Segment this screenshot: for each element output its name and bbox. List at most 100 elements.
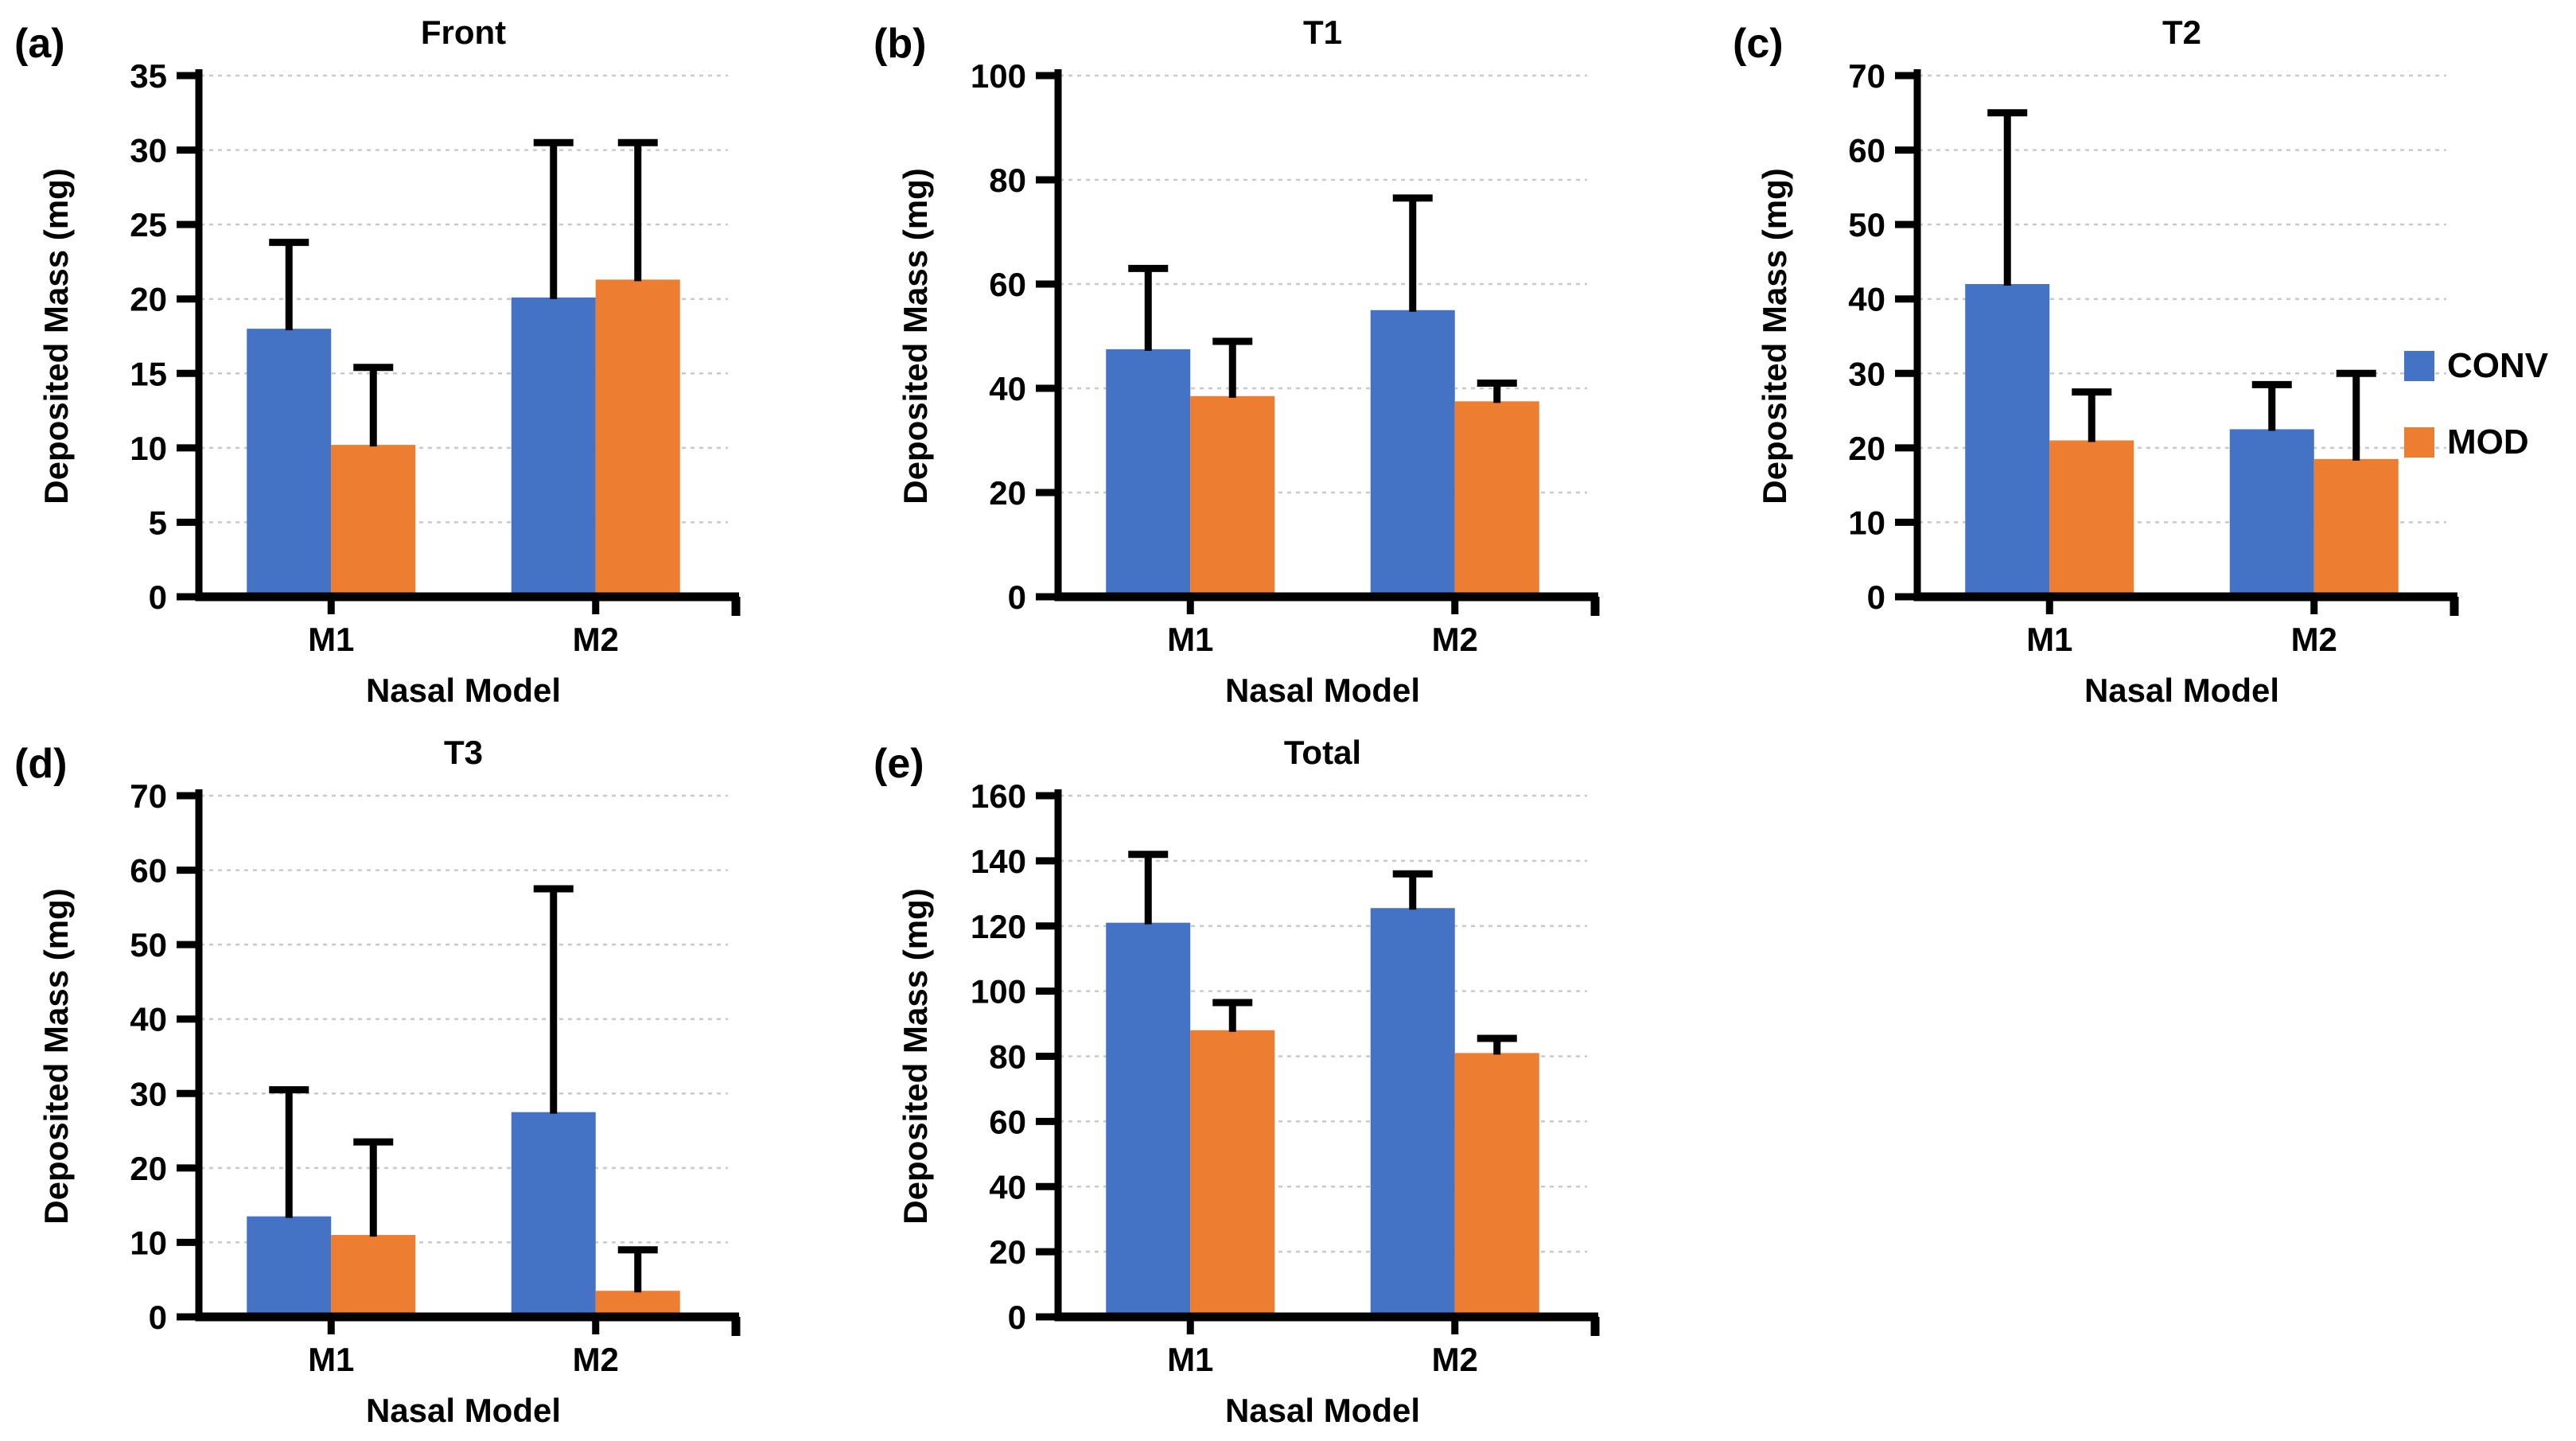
legend-label-conv: CONV [2447, 346, 2549, 385]
y-axis-label: Deposited Mass (mg) [37, 888, 75, 1224]
y-axis-label: Deposited Mass (mg) [897, 168, 934, 504]
x-axis-label: Nasal Model [2084, 672, 2279, 709]
y-tick-label: 0 [149, 578, 167, 616]
legend-swatch-mod-icon [2404, 427, 2434, 458]
legend: CONV MOD [2404, 349, 2548, 460]
x-tick-label: M2 [573, 1341, 619, 1378]
chart-title: Front [421, 14, 506, 51]
y-tick-label: 40 [1848, 281, 1885, 318]
bar-mod-m1 [331, 1235, 416, 1317]
y-tick-label: 120 [971, 908, 1026, 945]
bar-mod-m2 [2313, 458, 2399, 597]
bar-chart-total: (e) Total 0 20 40 60 80 100 120 140 160 M1 M2 Nasal M… [874, 734, 1600, 1429]
y-tick-label: 0 [1867, 578, 1885, 616]
bar-mod-m2 [1454, 1053, 1539, 1317]
y-tick-label: 25 [130, 206, 167, 243]
y-tick-label: 60 [989, 1103, 1026, 1140]
x-tick-label: M2 [2291, 621, 2337, 658]
bar-conv-m1 [247, 1216, 332, 1317]
chart-title: T3 [444, 734, 483, 771]
x-tick-label: M1 [308, 621, 354, 658]
y-tick-label: 30 [1848, 355, 1885, 392]
chart-title: T1 [1303, 14, 1342, 51]
y-tick-label: 70 [1848, 57, 1885, 95]
legend-label-mod: MOD [2447, 423, 2529, 462]
chart-panel-b: (b) T1 0 20 40 60 80 100 M1 M2 Nasal Model Deposite… [859, 0, 1623, 716]
panel-letter: (a) [14, 21, 65, 67]
y-tick-label: 50 [130, 926, 167, 964]
bar-mod-m1 [1190, 395, 1275, 597]
y-tick-label: 70 [130, 777, 167, 815]
x-axis-label: Nasal Model [366, 1392, 561, 1429]
x-tick-label: M2 [1432, 1341, 1478, 1378]
bar-conv-m2 [2229, 429, 2314, 597]
chart-panel-a: (a) Front 0 5 10 15 20 25 30 35 M1 M2 Nasal Model Dep… [0, 0, 764, 716]
y-tick-label: 0 [1008, 578, 1026, 616]
bar-conv-m1 [1965, 284, 2050, 597]
y-tick-label: 60 [989, 266, 1026, 303]
x-tick-label: M1 [1167, 1341, 1213, 1378]
x-tick-label: M1 [308, 1341, 354, 1378]
bar-chart-front: (a) Front 0 5 10 15 20 25 30 35 M1 M2 Nasal Model Dep… [14, 14, 741, 709]
bar-conv-m1 [1106, 349, 1191, 597]
y-tick-label: 160 [971, 777, 1026, 815]
x-axis-label: Nasal Model [1225, 1392, 1420, 1429]
bar-chart-t2: (c) T2 0 10 20 30 40 50 60 70 M1 M2 Nasal Model Depos… [1733, 14, 2459, 709]
bar-conv-m2 [511, 1112, 596, 1317]
legend-swatch-conv-icon [2404, 351, 2434, 381]
y-tick-label: 15 [130, 355, 167, 392]
panel-letter: (d) [14, 741, 67, 787]
y-tick-label: 20 [130, 281, 167, 318]
y-tick-label: 20 [130, 1150, 167, 1187]
y-tick-label: 10 [1848, 504, 1885, 541]
y-tick-label: 20 [989, 1233, 1026, 1271]
y-tick-label: 80 [989, 1038, 1026, 1076]
y-tick-label: 0 [149, 1299, 167, 1336]
chart-panel-d: (d) T3 0 10 20 30 40 50 60 70 M1 M2 Nasal Model Depos… [0, 720, 764, 1436]
y-tick-label: 140 [971, 843, 1026, 880]
legend-item-conv: CONV [2404, 349, 2548, 384]
x-tick-label: M1 [1167, 621, 1213, 658]
y-tick-label: 40 [989, 370, 1026, 407]
bar-conv-m2 [1370, 310, 1455, 597]
y-tick-label: 0 [1008, 1299, 1026, 1336]
bar-mod-m1 [2049, 440, 2134, 597]
x-axis-label: Nasal Model [366, 672, 561, 709]
panel-letter: (e) [874, 741, 924, 787]
panel-letter: (b) [874, 21, 926, 67]
bar-conv-m2 [511, 297, 596, 597]
chart-title: Total [1284, 734, 1361, 771]
y-tick-label: 10 [130, 1224, 167, 1261]
y-tick-label: 20 [1848, 430, 1885, 467]
y-tick-label: 100 [971, 973, 1026, 1011]
y-tick-label: 60 [1848, 132, 1885, 169]
bar-mod-m2 [595, 279, 680, 597]
bar-conv-m1 [1106, 922, 1191, 1317]
y-tick-label: 40 [989, 1168, 1026, 1205]
y-tick-label: 5 [149, 504, 167, 541]
chart-panel-e: (e) Total 0 20 40 60 80 100 120 140 160 M1 M2 Nasal M… [859, 720, 1623, 1436]
y-axis-label: Deposited Mass (mg) [1756, 168, 1793, 504]
bar-chart-t1: (b) T1 0 20 40 60 80 100 M1 M2 Nasal Model Deposite… [874, 14, 1600, 709]
bar-conv-m1 [247, 329, 332, 597]
y-tick-label: 40 [130, 1001, 167, 1038]
panel-letter: (c) [1733, 21, 1784, 67]
y-tick-label: 80 [989, 162, 1026, 199]
bar-conv-m2 [1370, 908, 1455, 1317]
y-tick-label: 60 [130, 852, 167, 890]
bar-chart-t3: (d) T3 0 10 20 30 40 50 60 70 M1 M2 Nasal Model Depos… [14, 734, 741, 1429]
bar-mod-m2 [1454, 401, 1539, 597]
x-tick-label: M2 [1432, 621, 1478, 658]
y-tick-label: 50 [1848, 206, 1885, 243]
legend-item-mod: MOD [2404, 425, 2548, 460]
chart-panel-c: (c) T2 0 10 20 30 40 50 60 70 M1 M2 Nasal Model Depos… [1718, 0, 2482, 716]
y-tick-label: 100 [971, 57, 1026, 95]
y-tick-label: 30 [130, 1075, 167, 1112]
x-tick-label: M1 [2026, 621, 2072, 658]
bar-mod-m1 [331, 445, 416, 597]
y-tick-label: 20 [989, 474, 1026, 512]
y-axis-label: Deposited Mass (mg) [37, 168, 75, 504]
x-axis-label: Nasal Model [1225, 672, 1420, 709]
y-tick-label: 10 [130, 430, 167, 467]
